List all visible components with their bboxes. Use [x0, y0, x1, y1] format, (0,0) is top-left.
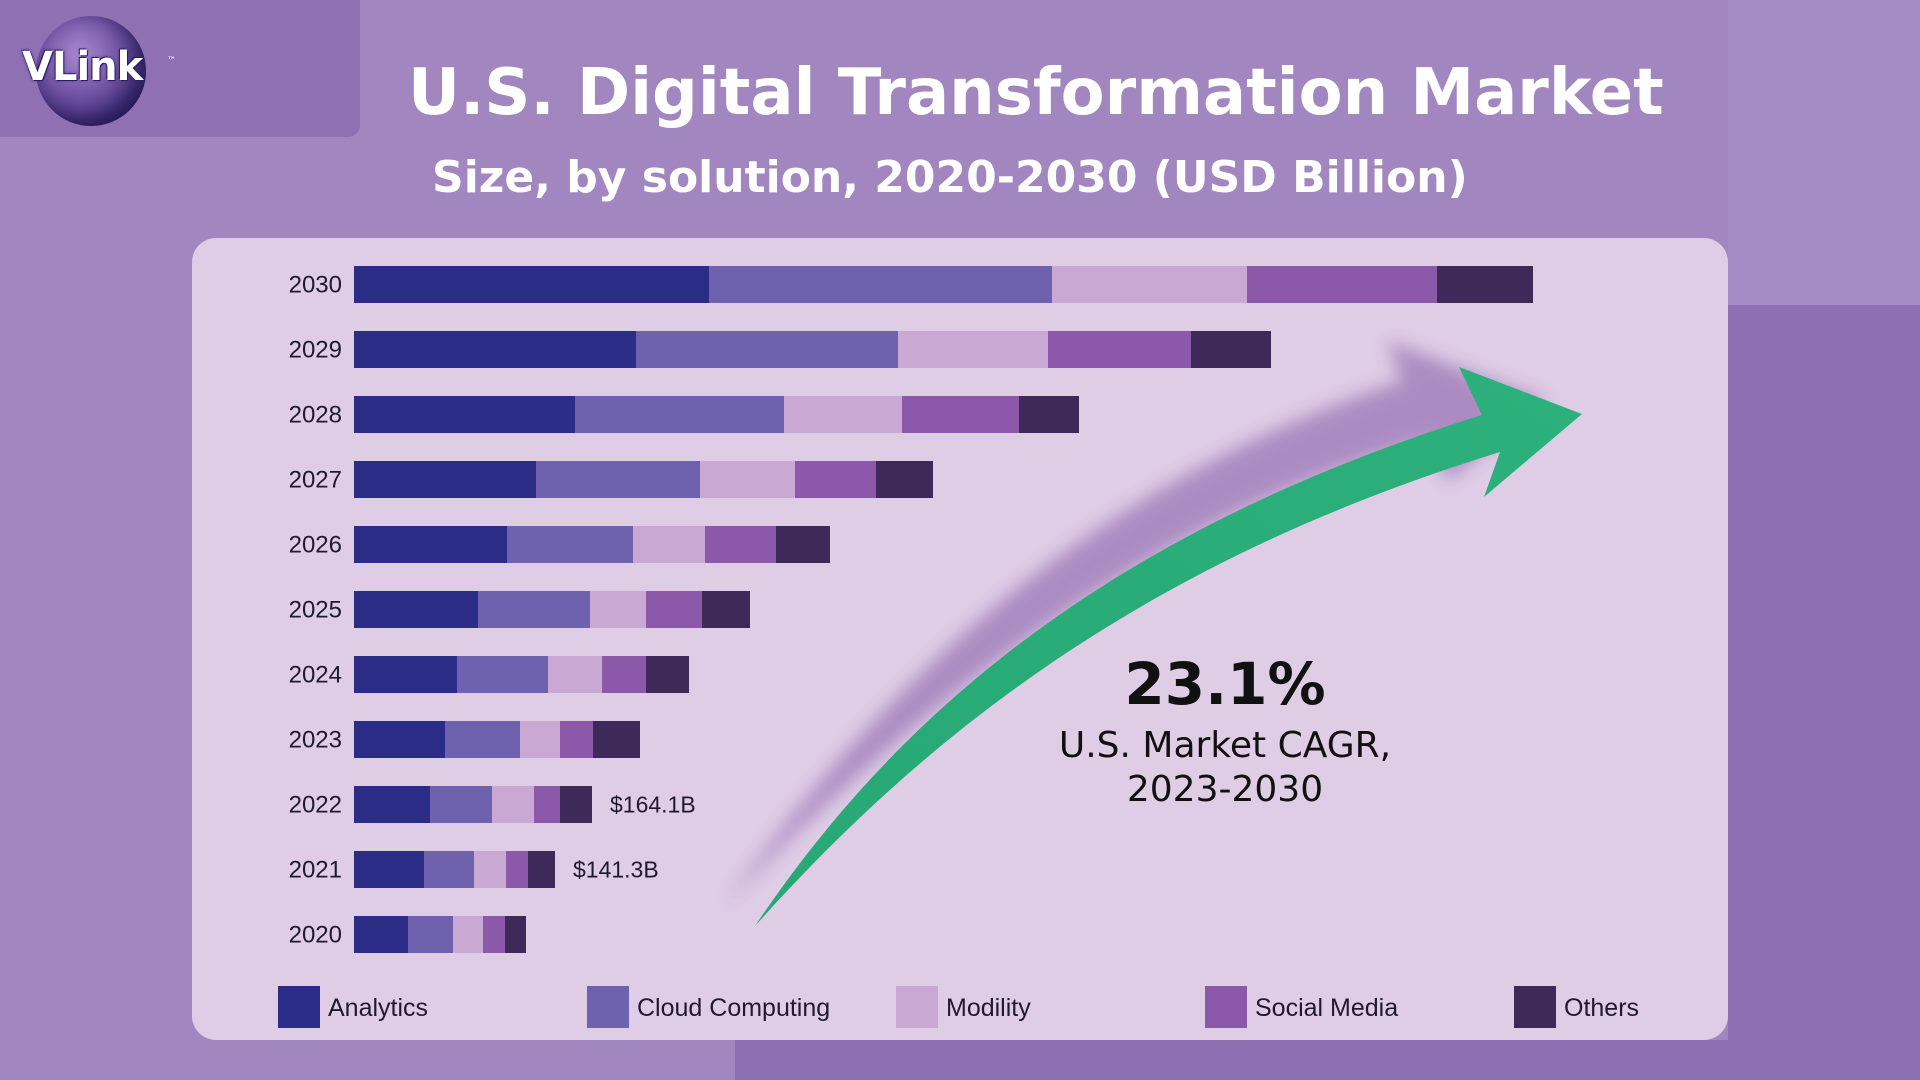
- bar-2029-social-media: [1048, 331, 1191, 368]
- year-label-2027: 2027: [289, 467, 342, 494]
- bar-2022-modility: [492, 786, 534, 823]
- legend-swatch-others: [1514, 986, 1556, 1028]
- bar-2023-cloud-computing: [445, 721, 520, 758]
- bar-2030-social-media: [1247, 266, 1437, 303]
- bar-2027-others: [876, 461, 933, 498]
- year-label-2029: 2029: [289, 337, 342, 364]
- bar-2027-social-media: [795, 461, 876, 498]
- bar-2030-others: [1437, 266, 1533, 303]
- bar-2027-cloud-computing: [536, 461, 700, 498]
- year-label-2028: 2028: [289, 402, 342, 429]
- legend-swatch-cloud-computing: [587, 986, 629, 1028]
- bar-2021-modility: [474, 851, 506, 888]
- cagr-caption: U.S. Market CAGR, 2023-2030: [1030, 724, 1420, 812]
- bar-2020-social-media: [483, 916, 505, 953]
- bar-2026-cloud-computing: [507, 526, 633, 563]
- year-label-2024: 2024: [289, 662, 342, 689]
- growth-arrow-body: [755, 367, 1582, 926]
- bar-2020-others: [505, 916, 526, 953]
- bar-2020-modility: [453, 916, 483, 953]
- legend-label-social-media: Social Media: [1255, 994, 1399, 1022]
- category-labels: 2030 2029 2028 2027 2026 2025 2024 2023 2022 2021…: [289, 272, 342, 949]
- bar-2021-analytics: [354, 851, 424, 888]
- bar-2022-social-media: [534, 786, 560, 823]
- bar-2028-cloud-computing: [575, 396, 784, 433]
- data-labels: $164.1B $141.3B: [573, 792, 696, 883]
- bar-2021-others: [528, 851, 555, 888]
- value-label-2021: $141.3B: [573, 857, 659, 883]
- bar-2020-analytics: [354, 916, 408, 953]
- background-block-right: [1728, 305, 1920, 1080]
- bar-2030-modility: [1052, 266, 1247, 303]
- bar-2024-analytics: [354, 656, 457, 693]
- legend-swatch-social-media: [1205, 986, 1247, 1028]
- trademark-mark: ™: [167, 56, 176, 66]
- legend-swatch-modility: [896, 986, 938, 1028]
- legend-label-cloud-computing: Cloud Computing: [637, 994, 831, 1022]
- bar-2028-modility: [784, 396, 902, 433]
- value-label-2022: $164.1B: [610, 792, 696, 818]
- chart-subtitle: Size, by solution, 2020-2030 (USD Billio…: [432, 152, 1468, 203]
- bar-2025-social-media: [646, 591, 702, 628]
- logo-text: VLink: [22, 44, 143, 90]
- cagr-caption-line2: 2023-2030: [1126, 769, 1324, 810]
- chart-title: U.S. Digital Transformation Market: [408, 56, 1664, 130]
- bar-2027-modility: [700, 461, 795, 498]
- cagr-caption-line1: U.S. Market CAGR,: [1058, 725, 1392, 766]
- bar-2022-analytics: [354, 786, 430, 823]
- bar-2020-cloud-computing: [408, 916, 453, 953]
- logo-area: VLink ™: [0, 0, 360, 137]
- bar-2029-analytics: [354, 331, 636, 368]
- bar-2027-analytics: [354, 461, 536, 498]
- bar-2021-cloud-computing: [424, 851, 474, 888]
- year-label-2026: 2026: [289, 532, 342, 559]
- chart-legend: Analytics Cloud Computing Modility Social M…: [278, 986, 1718, 1030]
- bar-2026-analytics: [354, 526, 507, 563]
- bar-2026-others: [776, 526, 830, 563]
- bar-2023-modility: [520, 721, 560, 758]
- bar-2029-modility: [898, 331, 1048, 368]
- bar-2029-cloud-computing: [636, 331, 898, 368]
- legend-swatch-analytics: [278, 986, 320, 1028]
- bar-2030-cloud-computing: [709, 266, 1052, 303]
- year-label-2021: 2021: [289, 857, 342, 884]
- globe-icon: [36, 16, 146, 126]
- bar-2023-social-media: [560, 721, 593, 758]
- year-label-2020: 2020: [289, 922, 342, 949]
- growth-arrow: [724, 341, 1582, 926]
- bar-2023-others: [593, 721, 640, 758]
- bar-2028-social-media: [902, 396, 1019, 433]
- bar-2025-others: [702, 591, 750, 628]
- cagr-value: 23.1%: [1124, 650, 1326, 718]
- bar-2025-cloud-computing: [478, 591, 590, 628]
- bar-2021-social-media: [506, 851, 528, 888]
- year-label-2022: 2022: [289, 792, 342, 819]
- bar-2025-analytics: [354, 591, 478, 628]
- year-label-2023: 2023: [289, 727, 342, 754]
- legend-label-others: Others: [1564, 994, 1640, 1022]
- bar-2026-modility: [633, 526, 705, 563]
- bar-group: [354, 266, 1533, 953]
- bar-2030-analytics: [354, 266, 709, 303]
- bar-2022-cloud-computing: [430, 786, 492, 823]
- year-label-2030: 2030: [289, 272, 342, 299]
- bar-2029-others: [1191, 331, 1271, 368]
- year-label-2025: 2025: [289, 597, 342, 624]
- bar-2024-others: [646, 656, 689, 693]
- bar-2022-others: [560, 786, 592, 823]
- bar-2028-analytics: [354, 396, 575, 433]
- bar-2028-others: [1019, 396, 1079, 433]
- bar-2026-social-media: [705, 526, 776, 563]
- legend-label-analytics: Analytics: [328, 994, 429, 1022]
- bar-2025-modility: [590, 591, 646, 628]
- legend-label-modility: Modility: [946, 994, 1031, 1022]
- growth-arrow-shadow: [724, 341, 1547, 906]
- bar-2024-social-media: [602, 656, 646, 693]
- background-block-top-right: [1728, 0, 1920, 305]
- bar-2024-cloud-computing: [457, 656, 548, 693]
- bar-2024-modility: [548, 656, 602, 693]
- bar-2023-analytics: [354, 721, 445, 758]
- background-block-bottom: [735, 1040, 1920, 1080]
